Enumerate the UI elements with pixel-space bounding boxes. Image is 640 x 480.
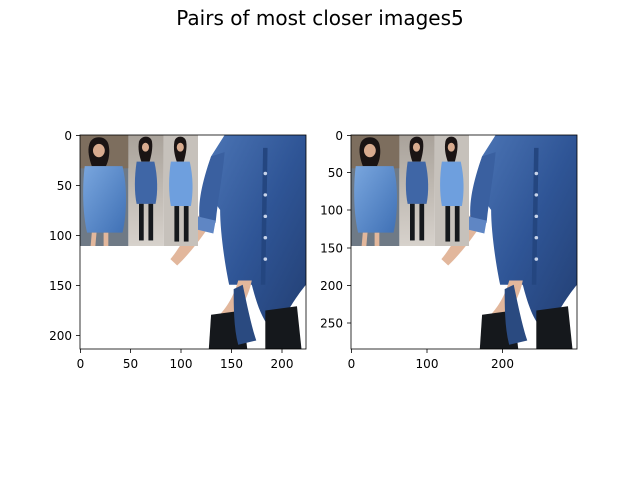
x-tick-label: 150	[220, 357, 243, 371]
panel-right: 0 100 200 0 50 100 150 200 250	[320, 129, 578, 371]
x-tick-label: 0	[348, 357, 356, 371]
panel-left: 0 50 100 150 200 0 50 100 150 200	[49, 129, 307, 371]
x-tick-label: 200	[271, 357, 294, 371]
figure-title: Pairs of most closer images5	[176, 6, 464, 30]
y-tick-label: 100	[320, 204, 343, 218]
x-tick-label: 100	[170, 357, 193, 371]
y-tick-label: 0	[64, 129, 72, 143]
y-tick-label: 150	[49, 279, 72, 293]
panel-left-y-ticks	[76, 135, 80, 336]
y-tick-label: 250	[320, 317, 343, 331]
y-tick-label: 200	[320, 279, 343, 293]
panel-right-image	[351, 135, 577, 349]
panel-left-x-ticks	[80, 349, 283, 353]
x-tick-label: 200	[491, 357, 514, 371]
panel-left-frame	[79, 134, 307, 350]
x-tick-label: 50	[123, 357, 138, 371]
panel-left-image	[80, 135, 306, 349]
y-tick-label: 50	[57, 179, 72, 193]
panel-right-frame	[350, 134, 578, 350]
y-tick-label: 200	[49, 329, 72, 343]
y-tick-label: 50	[328, 166, 343, 180]
y-tick-label: 0	[335, 129, 343, 143]
x-tick-label: 0	[77, 357, 85, 371]
y-tick-label: 150	[320, 242, 343, 256]
y-tick-label: 100	[49, 229, 72, 243]
panel-right-y-ticks	[347, 135, 351, 324]
panel-right-x-ticks	[351, 349, 503, 353]
x-tick-label: 100	[416, 357, 439, 371]
